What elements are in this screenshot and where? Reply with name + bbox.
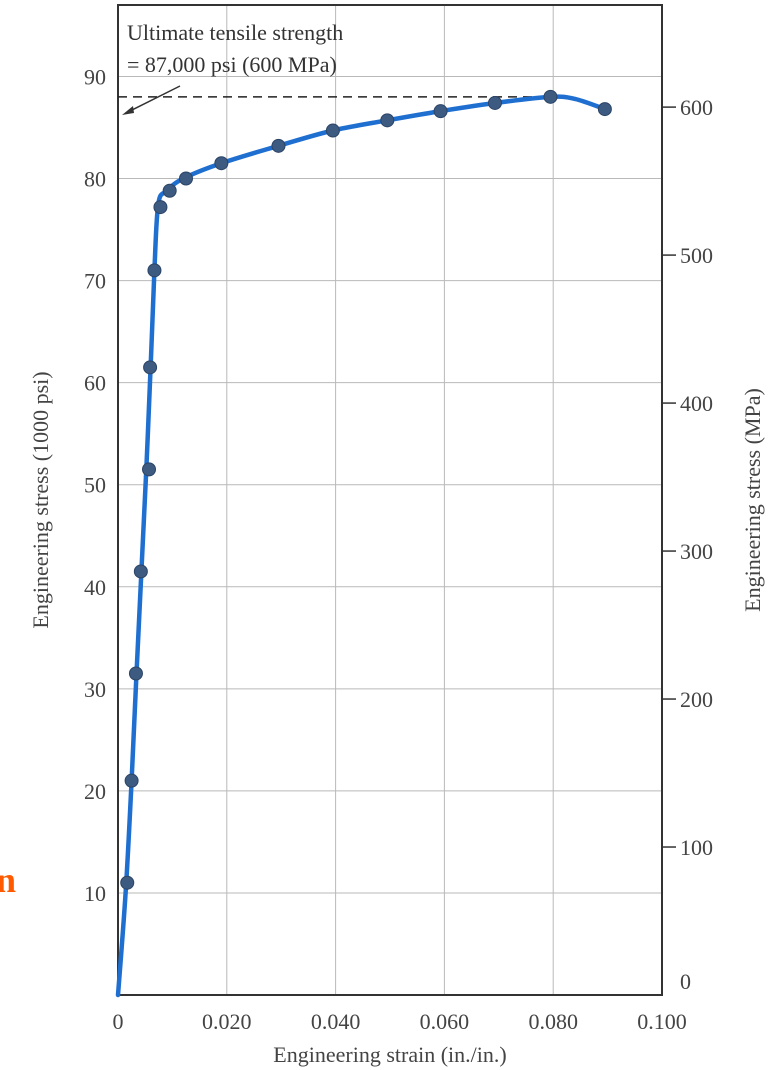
data-point	[433, 104, 448, 119]
data-point	[133, 564, 148, 579]
data-point	[214, 156, 229, 171]
data-point	[120, 875, 135, 890]
y2-tick-label: 300	[680, 539, 713, 564]
data-point	[380, 113, 395, 128]
data-point	[162, 183, 177, 198]
data-point	[179, 171, 193, 186]
y2-tick-label: 500	[680, 243, 713, 268]
plot-frame	[117, 4, 663, 996]
stress-strain-curve	[115, 94, 608, 998]
y2-axis-label: Engineering stress (MPa)	[740, 388, 765, 612]
x-tick-label: 0.020	[202, 1009, 252, 1034]
data-point	[597, 102, 612, 117]
annotation-arrowhead	[122, 106, 134, 115]
series-line	[115, 94, 608, 998]
grid-lines	[118, 5, 662, 995]
y-tick-label: 80	[84, 167, 106, 192]
axis-labels: Engineering strain (in./in.) Engineering …	[28, 371, 765, 1067]
y2-tick-label: 600	[680, 95, 713, 120]
annotation-text: Ultimate tensile strength	[127, 20, 343, 45]
data-point	[143, 360, 158, 375]
annotation-text: = 87,000 psi (600 MPa)	[127, 52, 337, 77]
data-points	[120, 89, 612, 890]
x-tick-label: 0.040	[311, 1009, 361, 1034]
y-tick-label: 70	[84, 269, 106, 294]
data-point	[271, 138, 286, 153]
data-point	[128, 666, 143, 681]
tick-labels: 0 0.020 0.040 0.060 0.080 0.100 10 20 30 40 50 60 70…	[84, 64, 713, 1034]
x-tick-label: 0.080	[528, 1009, 578, 1034]
y-tick-label: 40	[84, 575, 106, 600]
annotation-leader	[125, 85, 181, 114]
side-mark: n	[0, 860, 16, 900]
data-point	[147, 263, 162, 278]
data-point	[325, 123, 340, 138]
y-tick-label: 30	[84, 677, 106, 702]
x-tick-label: 0.060	[420, 1009, 470, 1034]
x-tick-label: 0	[113, 1009, 124, 1034]
y2-tick-label: 100	[680, 835, 713, 860]
y2-tick-label: 0	[680, 969, 691, 994]
y2-tick-label: 200	[680, 687, 713, 712]
data-point	[142, 462, 157, 477]
y-tick-label: 50	[84, 473, 106, 498]
data-point	[124, 773, 139, 788]
x-tick-label: 0.100	[637, 1009, 687, 1034]
data-point	[487, 95, 502, 110]
data-point	[153, 200, 168, 215]
y-tick-label: 60	[84, 371, 106, 396]
y-axis-label: Engineering stress (1000 psi)	[28, 371, 53, 628]
annotation: Ultimate tensile strength = 87,000 psi (6…	[0, 20, 343, 900]
data-point	[543, 89, 558, 104]
y-tick-label: 10	[84, 881, 106, 906]
y2-tick-label: 400	[680, 391, 713, 416]
y-tick-label: 90	[84, 64, 106, 89]
y-tick-label: 20	[84, 779, 106, 804]
x-axis-label: Engineering strain (in./in.)	[273, 1042, 506, 1067]
